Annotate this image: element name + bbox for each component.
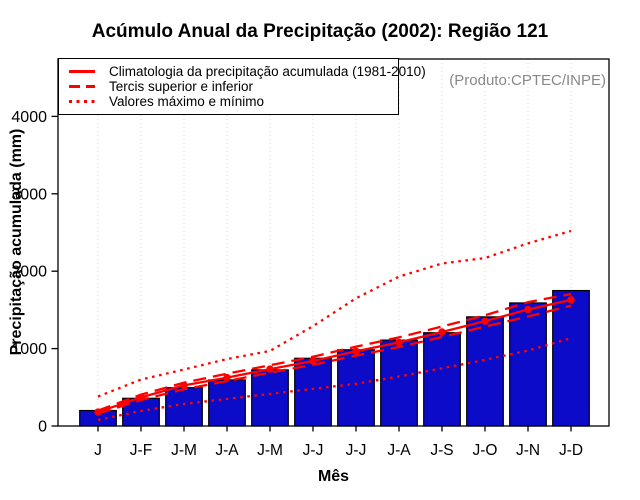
bar-J-O bbox=[466, 316, 504, 427]
x-tick-label: J-M bbox=[171, 442, 197, 459]
x-tick-label: J-M bbox=[257, 442, 283, 459]
climatology-point bbox=[223, 373, 231, 382]
x-tick-label: J-O bbox=[473, 442, 498, 459]
solid-line-icon bbox=[69, 70, 95, 73]
y-tick-label: 3000 bbox=[11, 186, 47, 203]
y-axis-title: Precipitação acumulada (mm) bbox=[8, 128, 25, 356]
legend-item-label: Tercis superior e inferior bbox=[109, 79, 254, 94]
bar-J-J bbox=[294, 357, 332, 427]
climatology-point bbox=[94, 408, 102, 416]
dotted-line-valor-m-ximo bbox=[97, 229, 572, 398]
legend-item-terciles: Tercis superior e inferior bbox=[69, 79, 398, 94]
x-tick-label: J-A bbox=[387, 442, 411, 459]
bar-J-M bbox=[251, 369, 289, 427]
dashed-line-icon bbox=[69, 85, 95, 88]
legend-item-label: Valores máximo e mínimo bbox=[109, 94, 265, 109]
climatology-point bbox=[266, 365, 274, 373]
bar-J-S bbox=[423, 332, 461, 427]
x-tick-label: J-J bbox=[303, 442, 324, 459]
climatology-point bbox=[567, 296, 575, 304]
x-tick-label: J-J bbox=[346, 442, 367, 459]
y-tick-label: 1000 bbox=[11, 341, 47, 358]
y-tick-label: 4000 bbox=[11, 109, 47, 126]
climatology-point bbox=[180, 381, 188, 390]
x-axis-title: Mês bbox=[317, 468, 350, 485]
climatology-point bbox=[395, 338, 403, 347]
dashed-line-tercil-superior bbox=[97, 292, 572, 412]
product-credit-note: (Produto:CPTEC/INPE) bbox=[449, 72, 606, 89]
bar-J-D bbox=[552, 289, 590, 427]
climatology-point bbox=[309, 357, 317, 365]
dotted-line-valor-m-nimo bbox=[97, 337, 572, 422]
chart-title: Acúmulo Anual da Precipitação (2002): Re… bbox=[91, 21, 549, 42]
bar-J-A bbox=[380, 339, 418, 427]
climatology-point bbox=[524, 305, 532, 314]
bar-J-N bbox=[509, 302, 547, 427]
legend-item-climatology: Climatologia da precipitação acumulada (… bbox=[69, 64, 426, 79]
legend-item-label: Climatologia da precipitação acumulada (… bbox=[109, 64, 426, 79]
legend-item-maxmin: Valores máximo e mínimo bbox=[69, 94, 398, 109]
x-tick-label: J-S bbox=[430, 442, 453, 459]
climatology-point bbox=[352, 347, 360, 356]
x-tick-label: J-D bbox=[559, 442, 583, 459]
x-tick-label: J bbox=[94, 442, 102, 459]
climatology-point bbox=[481, 317, 489, 325]
y-tick-label: 2000 bbox=[11, 264, 47, 281]
bar-J-J bbox=[337, 349, 375, 427]
climatology-point bbox=[137, 393, 145, 402]
x-tick-label: J-F bbox=[130, 442, 152, 459]
x-tick-label: J-A bbox=[215, 442, 239, 459]
legend: Climatologia da precipitação acumulada (… bbox=[58, 58, 426, 115]
dotted-line-icon bbox=[69, 100, 95, 103]
x-tick-label: J-N bbox=[516, 442, 540, 459]
solid-line-climatologia-da-precipita-o-acumulada-1981-2010- bbox=[97, 298, 572, 414]
bar-J-A bbox=[208, 379, 246, 427]
climatology-point bbox=[438, 328, 446, 336]
dashed-line-tercil-inferior bbox=[97, 304, 572, 415]
y-tick-label: 0 bbox=[38, 419, 47, 436]
